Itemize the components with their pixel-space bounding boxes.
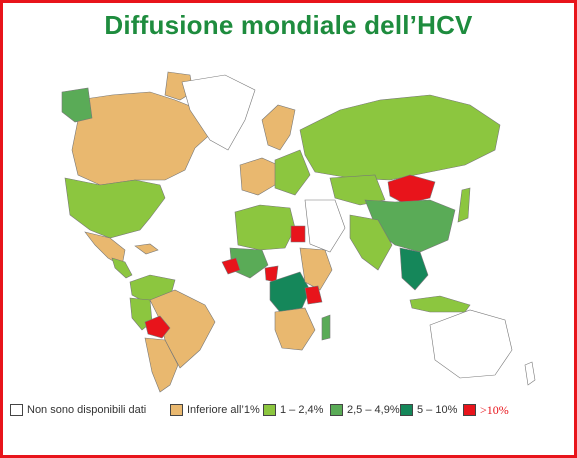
region-caribbean bbox=[134, 243, 159, 255]
legend-swatch-5-10 bbox=[400, 404, 413, 416]
region-greenland bbox=[181, 74, 256, 151]
region-alaska bbox=[61, 87, 93, 123]
legend-label-25-49: 2,5 – 4,9% bbox=[347, 404, 400, 416]
legend-swatch-lt1 bbox=[170, 404, 183, 416]
region-russia bbox=[299, 94, 501, 181]
legend-label-5-10: 5 – 10% bbox=[417, 404, 458, 416]
region-tanzania bbox=[304, 285, 323, 305]
map-title: Diffusione mondiale dell’HCV bbox=[104, 10, 473, 40]
region-japan bbox=[457, 187, 471, 223]
region-east-africa bbox=[299, 247, 333, 291]
region-central-america bbox=[111, 257, 133, 279]
region-indonesia bbox=[409, 295, 471, 313]
region-north-africa bbox=[234, 204, 296, 251]
region-middle-east bbox=[304, 199, 346, 253]
region-scandinavia bbox=[261, 104, 296, 151]
region-southern-africa bbox=[274, 307, 316, 351]
legend-swatch-1-24 bbox=[263, 404, 276, 416]
region-argentina-chile bbox=[144, 337, 179, 393]
region-guinea bbox=[221, 257, 241, 275]
region-southeast-asia bbox=[399, 247, 429, 291]
region-eastern-europe bbox=[274, 149, 311, 196]
legend-label-no-data: Non sono disponibili dati bbox=[27, 404, 147, 416]
legend-swatch-gt10 bbox=[463, 404, 476, 416]
region-new-zealand bbox=[524, 361, 536, 386]
legend-swatch-25-49 bbox=[330, 404, 343, 416]
region-cameroon bbox=[264, 265, 279, 283]
legend-swatch-no-data bbox=[10, 404, 23, 416]
region-australia bbox=[429, 309, 513, 379]
legend-label-1-24: 1 – 2,4% bbox=[280, 404, 324, 416]
region-usa bbox=[64, 177, 166, 239]
region-mongolia bbox=[387, 174, 436, 205]
region-central-africa bbox=[269, 271, 311, 313]
region-canada bbox=[71, 91, 216, 186]
legend-label-lt1: Inferiore all’1% bbox=[187, 404, 260, 416]
region-madagascar bbox=[321, 314, 331, 341]
region-bolivia bbox=[144, 315, 171, 339]
region-western-europe bbox=[239, 157, 279, 196]
legend-label-gt10: >10% bbox=[480, 403, 509, 417]
region-egypt bbox=[290, 225, 306, 243]
region-india bbox=[349, 214, 393, 271]
